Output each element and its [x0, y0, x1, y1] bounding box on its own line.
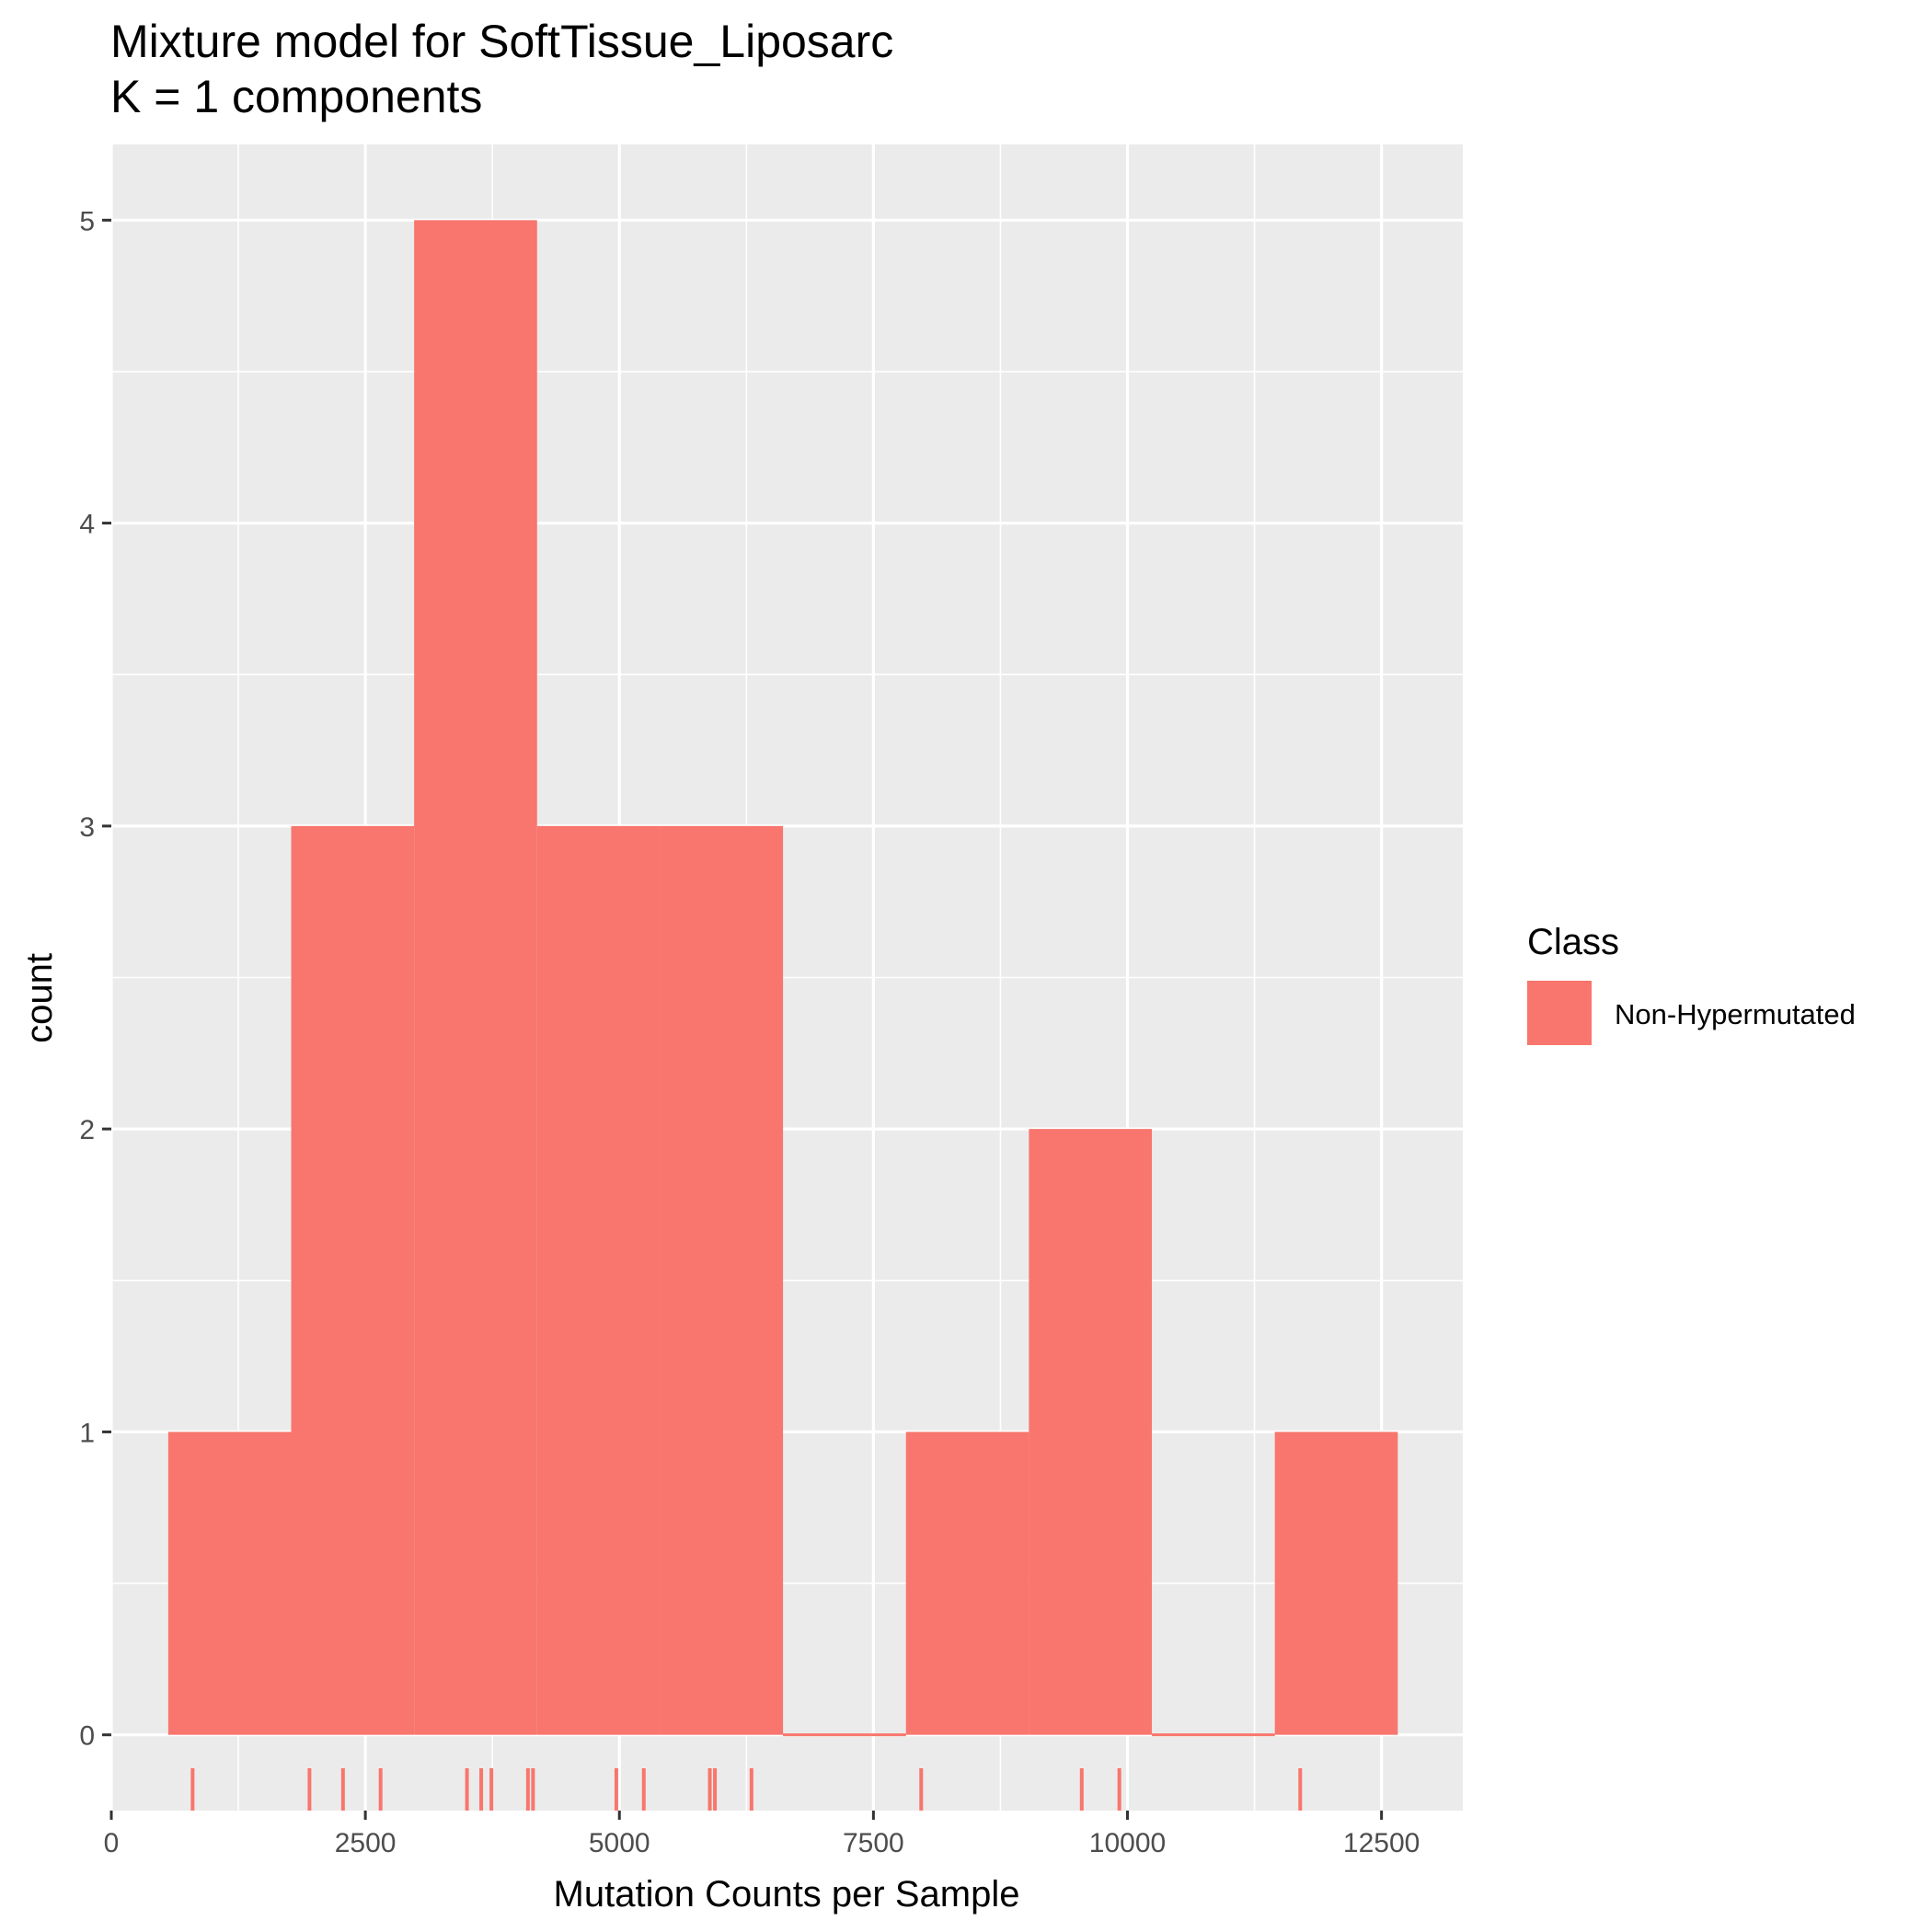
- y-axis-title: count: [19, 953, 60, 1043]
- histogram-bar: [414, 220, 537, 1735]
- y-axis: 0 1 2 3 4 5: [79, 206, 111, 1752]
- histogram-bar: [291, 825, 415, 1735]
- x-tick-label: 7500: [843, 1828, 904, 1858]
- legend-title: Class: [1527, 922, 1619, 962]
- histogram-bar: [1274, 1432, 1398, 1735]
- x-tick-label: 0: [104, 1828, 120, 1858]
- histogram-bars: [167, 220, 1398, 1737]
- histogram-bar: [167, 1432, 292, 1735]
- histogram-bar: [905, 1432, 1029, 1735]
- rug-marks: [190, 1768, 1303, 1811]
- x-axis-title: Mutation Counts per Sample: [554, 1874, 1020, 1915]
- histogram-bar: [536, 825, 661, 1735]
- x-tick-label: 2500: [335, 1828, 397, 1858]
- x-axis: 0 2500 5000 7500 10000 12500: [104, 1811, 1420, 1858]
- chart-title: Mixture model for SoftTissue_Liposarc: [110, 16, 893, 67]
- y-tick-label: 2: [79, 1115, 95, 1145]
- histogram-bar: [660, 825, 784, 1735]
- histogram-bar: [1029, 1129, 1153, 1735]
- legend: Class Non-Hypermutated: [1527, 922, 1856, 1045]
- y-tick-label: 0: [79, 1721, 95, 1752]
- x-tick-label: 10000: [1089, 1828, 1166, 1858]
- y-tick-label: 1: [79, 1418, 95, 1448]
- y-tick-label: 3: [79, 812, 95, 843]
- chart-subtitle: K = 1 components: [110, 71, 482, 122]
- legend-swatch-non-hypermutated: [1527, 981, 1592, 1045]
- y-tick-label: 4: [79, 510, 95, 540]
- x-tick-label: 12500: [1343, 1828, 1420, 1858]
- x-tick-label: 5000: [589, 1828, 650, 1858]
- legend-label-non-hypermutated: Non-Hypermutated: [1615, 998, 1856, 1030]
- y-tick-label: 5: [79, 206, 95, 236]
